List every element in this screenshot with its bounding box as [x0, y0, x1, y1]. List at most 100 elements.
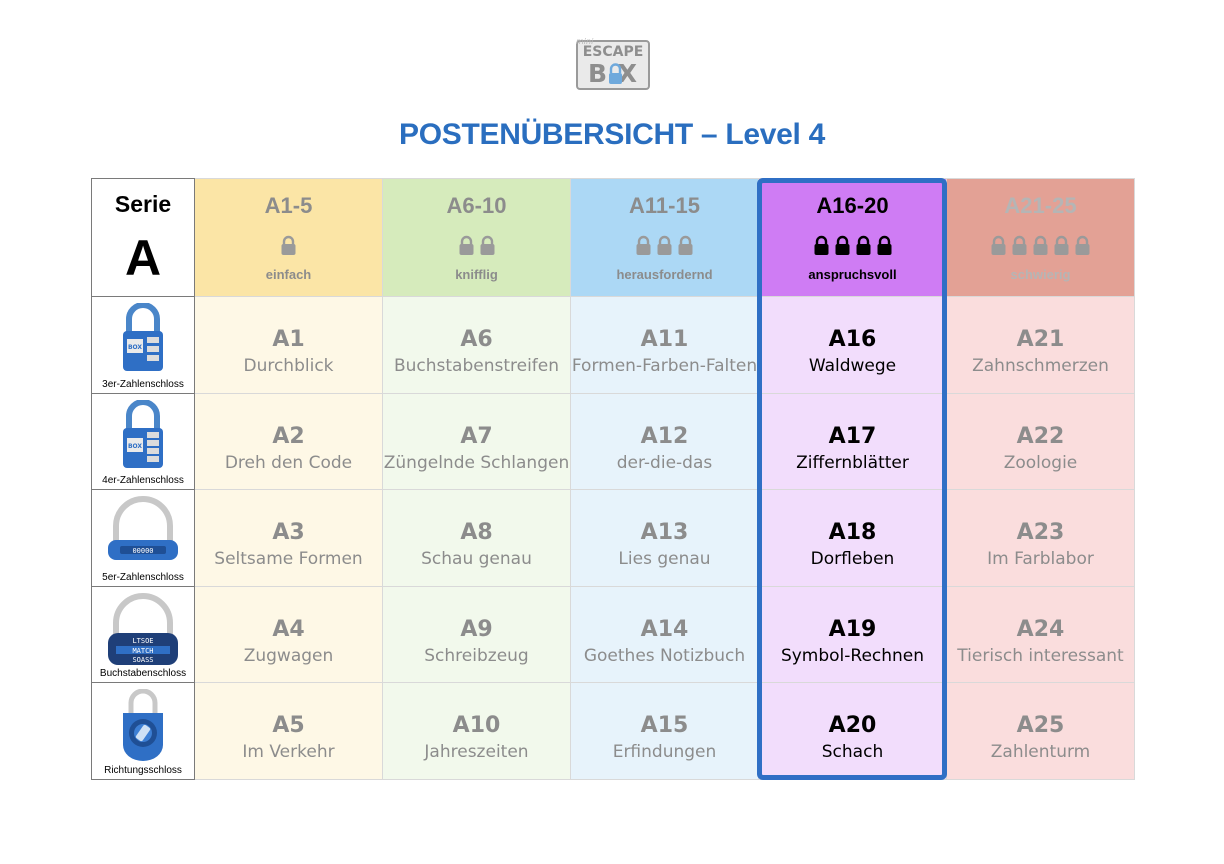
station-code: A6 — [460, 327, 493, 352]
padlock-icon — [636, 235, 651, 255]
station-name: Jahreszeiten — [424, 742, 529, 763]
lock-type-cell: BOX 4er-Zahlenschloss — [91, 393, 195, 491]
station-code: A2 — [272, 423, 305, 449]
escape-box-logo: mini ESCAPE B X — [576, 37, 650, 90]
4-digit-padlock-icon: BOX — [119, 398, 167, 477]
station-code: A16 — [828, 327, 877, 352]
padlock-icon — [814, 235, 828, 255]
difficulty-locks — [947, 235, 1134, 257]
station-code: A24 — [1016, 616, 1065, 642]
difficulty-label: knifflig — [455, 267, 498, 282]
station-cell-a12: A12 der-die-das — [571, 393, 759, 491]
station-code: A15 — [640, 713, 689, 739]
station-cell-a24: A24 Tierisch interessant — [947, 586, 1135, 684]
station-name: Zugwagen — [243, 645, 334, 666]
5-digit-padlock-icon: 00000 — [106, 496, 180, 573]
svg-text:00000: 00000 — [132, 547, 153, 555]
lock-type-label: 3er-Zahlenschloss — [102, 378, 184, 390]
station-cell-a10: A10 Jahreszeiten — [383, 683, 571, 780]
station-code: A3 — [272, 520, 305, 546]
lock-type-label: 5er-Zahlenschloss — [102, 571, 184, 583]
station-code: A25 — [1016, 713, 1065, 739]
station-name: Zahlenturm — [990, 742, 1091, 763]
padlock-icon — [877, 235, 891, 255]
padlock-icon — [1075, 235, 1090, 255]
station-cell-a22: A22 Zoologie — [947, 393, 1135, 491]
direction-lock-icon — [117, 688, 169, 766]
station-name: Formen-Farben-Falten — [571, 356, 758, 376]
station-name: Dorfleben — [810, 549, 895, 570]
padlock-icon — [1054, 235, 1069, 255]
logo-tagline: mini — [576, 37, 594, 46]
station-name: Zahnschmerzen — [972, 356, 1109, 376]
lock-type-cell: 00000 5er-Zahlenschloss — [91, 490, 195, 587]
station-cell-a19: A19 Symbol-Rechnen — [759, 586, 947, 684]
station-code: A11 — [640, 327, 689, 352]
station-code: A19 — [828, 616, 877, 642]
svg-text:BOX: BOX — [128, 443, 142, 450]
level-header-a21-25: A21-25 schwierig — [947, 178, 1135, 297]
difficulty-label: schwierig — [1010, 267, 1071, 282]
station-cell-a4: A4 Zugwagen — [195, 586, 383, 684]
difficulty-locks — [571, 235, 758, 257]
station-name: Züngelnde Schlangen — [383, 452, 570, 473]
padlock-icon — [835, 235, 849, 255]
station-cell-a21: A21 Zahnschmerzen — [947, 297, 1135, 394]
station-cell-a5: A5 Im Verkehr — [195, 683, 383, 780]
padlock-icon — [1012, 235, 1027, 255]
level-header-a11-15: A11-15 herausfordernd — [571, 178, 759, 297]
station-cell-a23: A23 Im Farblabor — [947, 490, 1135, 587]
station-name: Im Verkehr — [242, 742, 335, 763]
lock-type-cell: BOX 3er-Zahlenschloss — [91, 297, 195, 394]
difficulty-label: anspruchsvoll — [808, 267, 897, 282]
station-cell-a8: A8 Schau genau — [383, 490, 571, 587]
svg-text:MATCH: MATCH — [132, 647, 153, 655]
station-code: A17 — [828, 423, 877, 449]
logo-lock-icon — [609, 63, 622, 84]
level-header-a16-20: A16-20 anspruchsvoll — [759, 178, 947, 297]
station-name: Schau genau — [421, 549, 532, 570]
lock-type-cell: Richtungsschloss — [91, 683, 195, 780]
level-header-a1-5: A1-5 einfach — [195, 178, 383, 297]
page-title: POSTENÜBERSICHT – Level 4 — [399, 118, 825, 151]
difficulty-locks — [383, 235, 570, 257]
station-cell-a17: A17 Ziffernblätter — [759, 393, 947, 491]
station-name: Symbol-Rechnen — [780, 645, 925, 666]
level-range: A16-20 — [816, 193, 889, 218]
station-name: Zoologie — [1003, 452, 1078, 473]
padlock-icon — [678, 235, 693, 255]
station-code: A22 — [1016, 423, 1065, 449]
3-digit-padlock-icon: BOX — [119, 302, 167, 380]
station-cell-a16: A16 Waldwege — [759, 297, 947, 394]
station-code: A1 — [272, 327, 305, 352]
station-name: Dreh den Code — [224, 452, 353, 473]
station-name: Im Farblabor — [987, 549, 1094, 570]
station-cell-a7: A7 Züngelnde Schlangen — [383, 393, 571, 491]
station-cell-a6: A6 Buchstabenstreifen — [383, 297, 571, 394]
station-name: Ziffernblätter — [796, 452, 909, 473]
station-cell-a1: A1 Durchblick — [195, 297, 383, 394]
station-overview-table: Serie A A1-5 einfach A6-10 knifflig A11-15 hera… — [91, 178, 1135, 780]
serie-value: A — [124, 230, 162, 286]
station-cell-a20: A20 Schach — [759, 683, 947, 780]
station-name: der-die-das — [616, 452, 713, 473]
padlock-icon — [281, 235, 296, 255]
station-code: A12 — [640, 423, 689, 449]
difficulty-label: einfach — [265, 267, 312, 282]
station-code: A23 — [1016, 520, 1065, 546]
difficulty-locks — [759, 235, 946, 257]
serie-header-cell: Serie A — [91, 178, 195, 297]
padlock-icon — [856, 235, 870, 255]
station-code: A5 — [272, 713, 305, 739]
difficulty-label: herausfordernd — [616, 267, 713, 282]
station-cell-a11: A11 Formen-Farben-Falten — [571, 297, 759, 394]
station-cell-a3: A3 Seltsame Formen — [195, 490, 383, 587]
station-name: Schach — [821, 742, 884, 763]
lock-type-cell: LTSOE MATCH SOASS Buchstabenschloss — [91, 586, 195, 684]
level-range: A21-25 — [1004, 193, 1077, 218]
padlock-icon — [480, 235, 494, 255]
station-name: Durchblick — [243, 356, 334, 376]
lock-type-label: 4er-Zahlenschloss — [102, 475, 184, 487]
station-name: Tierisch interessant — [957, 645, 1124, 666]
station-name: Waldwege — [808, 356, 897, 376]
